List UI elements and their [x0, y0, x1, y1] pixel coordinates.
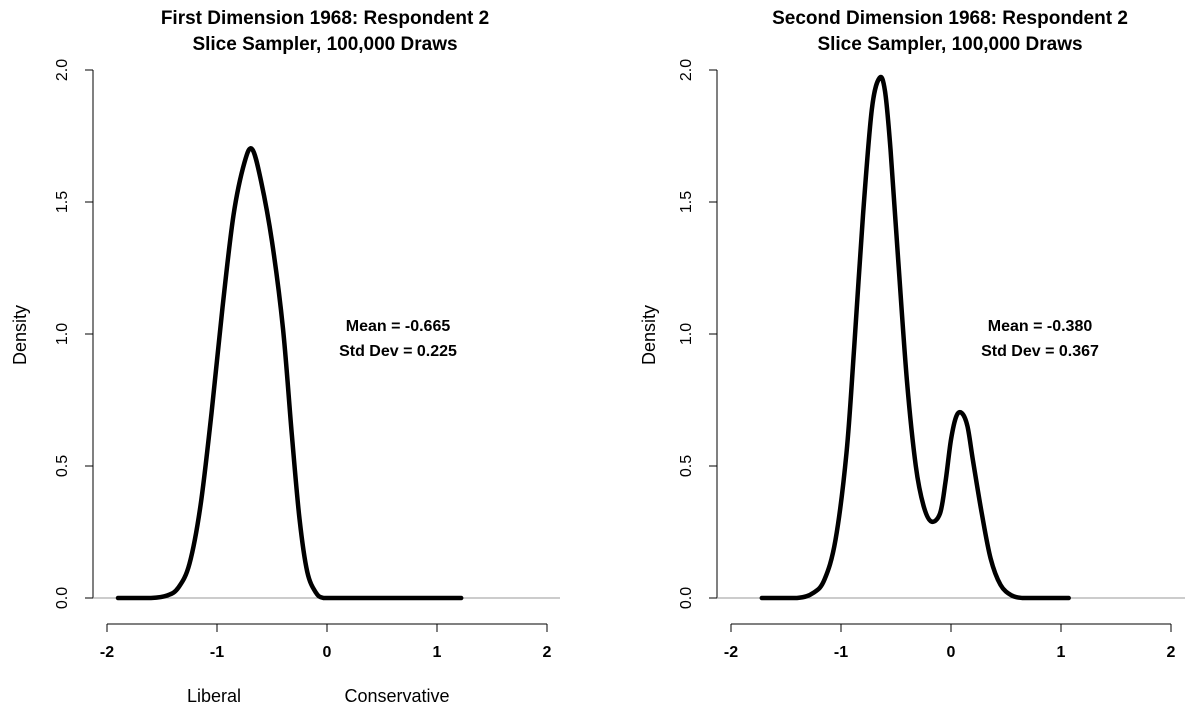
y-tick-label: 0.0 — [678, 587, 695, 609]
mean-annotation: Mean = -0.380 — [988, 318, 1093, 335]
chart-title: First Dimension 1968: Respondent 2 — [161, 8, 489, 29]
chart-title: Second Dimension 1968: Respondent 2 — [772, 8, 1128, 29]
chart-subtitle: Slice Sampler, 100,000 Draws — [192, 34, 457, 55]
y-tick-label: 1.5 — [678, 191, 695, 213]
x-tick-label: -1 — [210, 644, 224, 661]
panel-second-dimension: Second Dimension 1968: Respondent 2 Slic… — [639, 8, 1185, 661]
y-axis-label: Density — [10, 305, 30, 365]
stddev-annotation: Std Dev = 0.225 — [339, 343, 457, 360]
y-tick-label: 0.5 — [54, 455, 71, 477]
y-tick-label: 2.0 — [678, 59, 695, 81]
x-tick-label: 2 — [1167, 644, 1176, 661]
y-axis: 0.0 0.5 1.0 1.5 2.0 — [678, 59, 718, 609]
x-tick-label: 1 — [433, 644, 442, 661]
x-tick-label: -2 — [724, 644, 738, 661]
y-tick-label: 1.0 — [54, 323, 71, 345]
y-tick-label: 0.0 — [54, 587, 71, 609]
y-tick-label: 1.0 — [678, 323, 695, 345]
density-curve — [759, 74, 1071, 601]
density-curve — [115, 146, 464, 601]
conservative-label: Conservative — [344, 686, 449, 706]
y-tick-label: 0.5 — [678, 455, 695, 477]
y-axis: 0.0 0.5 1.0 1.5 2.0 — [54, 59, 94, 609]
stddev-annotation: Std Dev = 0.367 — [981, 343, 1099, 360]
x-tick-label: 2 — [543, 644, 552, 661]
mean-annotation: Mean = -0.665 — [346, 318, 451, 335]
x-tick-label: 0 — [947, 644, 956, 661]
y-tick-label: 1.5 — [54, 191, 71, 213]
x-tick-label: -2 — [100, 644, 114, 661]
x-tick-label: 0 — [323, 644, 332, 661]
x-axis: -2 -1 0 1 2 — [724, 623, 1176, 661]
panel-first-dimension: First Dimension 1968: Respondent 2 Slice… — [10, 8, 560, 706]
x-axis: -2 -1 0 1 2 — [100, 623, 552, 661]
chart-subtitle: Slice Sampler, 100,000 Draws — [817, 34, 1082, 55]
y-tick-label: 2.0 — [54, 59, 71, 81]
x-tick-label: 1 — [1057, 644, 1066, 661]
liberal-label: Liberal — [187, 686, 241, 706]
y-axis-label: Density — [639, 305, 659, 365]
x-tick-label: -1 — [834, 644, 848, 661]
